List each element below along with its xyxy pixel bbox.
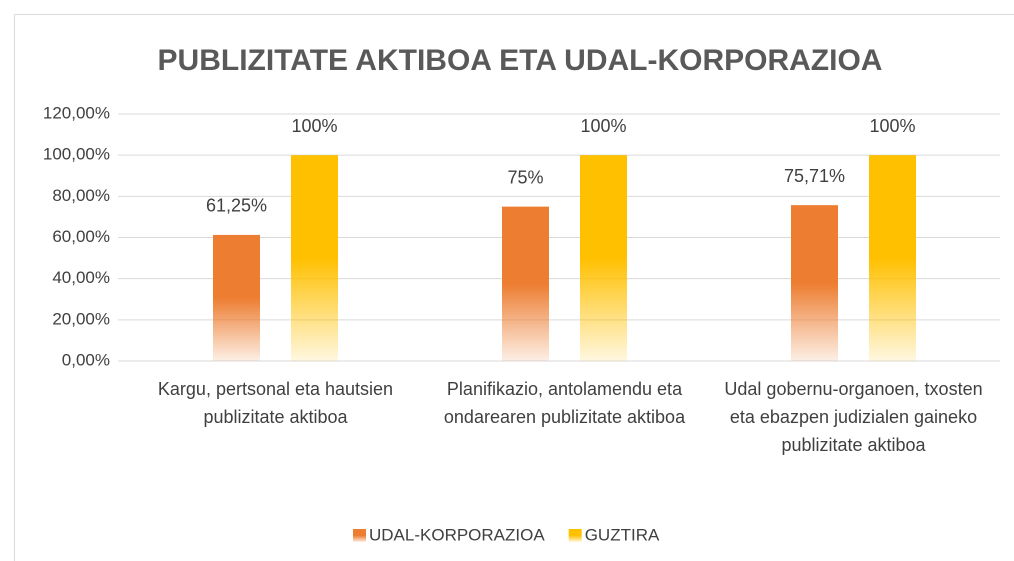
legend-label: GUZTIRA — [585, 525, 660, 544]
data-label: 100% — [580, 116, 626, 136]
bar — [580, 155, 627, 361]
bar — [213, 234, 260, 361]
bar — [791, 205, 838, 361]
x-tick-label: Udal gobernu-organoen, txosten eta ebazpe… — [724, 379, 982, 455]
x-tick-label: Kargu, pertsonal eta hautsien publizitate… — [158, 379, 393, 427]
data-label: 75% — [507, 167, 543, 187]
chart-title: PUBLIZITATE AKTIBOA ETA UDAL-KORPORAZIOA — [158, 44, 883, 77]
bar — [869, 155, 916, 361]
x-tick-label-line: publizitate aktiboa — [203, 407, 348, 427]
y-tick-label: 40,00% — [52, 268, 110, 287]
y-tick-label: 80,00% — [52, 186, 110, 205]
bar — [502, 206, 549, 361]
bar — [291, 155, 338, 361]
y-tick-label: 0,00% — [62, 350, 110, 369]
y-tick-label: 120,00% — [43, 103, 110, 122]
x-tick-label: Planifikazio, antolamendu eta ondarearen … — [444, 379, 686, 427]
data-label: 61,25% — [206, 196, 267, 216]
data-label: 100% — [869, 116, 915, 136]
y-tick-label: 100,00% — [43, 145, 110, 164]
legend-label: UDAL-KORPORAZIOA — [369, 525, 545, 544]
x-tick-label-line: Planifikazio, antolamendu eta — [447, 379, 683, 399]
x-tick-label-line: publizitate aktiboa — [781, 435, 926, 455]
y-tick-label: 20,00% — [52, 309, 110, 328]
data-label: 100% — [291, 116, 337, 136]
legend-swatch — [568, 529, 582, 542]
x-tick-label-line: Kargu, pertsonal eta hautsien — [158, 379, 393, 399]
y-tick-label: 60,00% — [52, 227, 110, 246]
x-tick-label-line: Udal gobernu-organoen, txosten — [724, 379, 982, 399]
data-label: 75,71% — [784, 166, 845, 186]
legend-swatch — [353, 529, 366, 542]
x-tick-label-line: ondarearen publizitate aktiboa — [444, 407, 686, 427]
x-tick-label-line: eta ebazpen judizialen gaineko — [730, 407, 977, 427]
